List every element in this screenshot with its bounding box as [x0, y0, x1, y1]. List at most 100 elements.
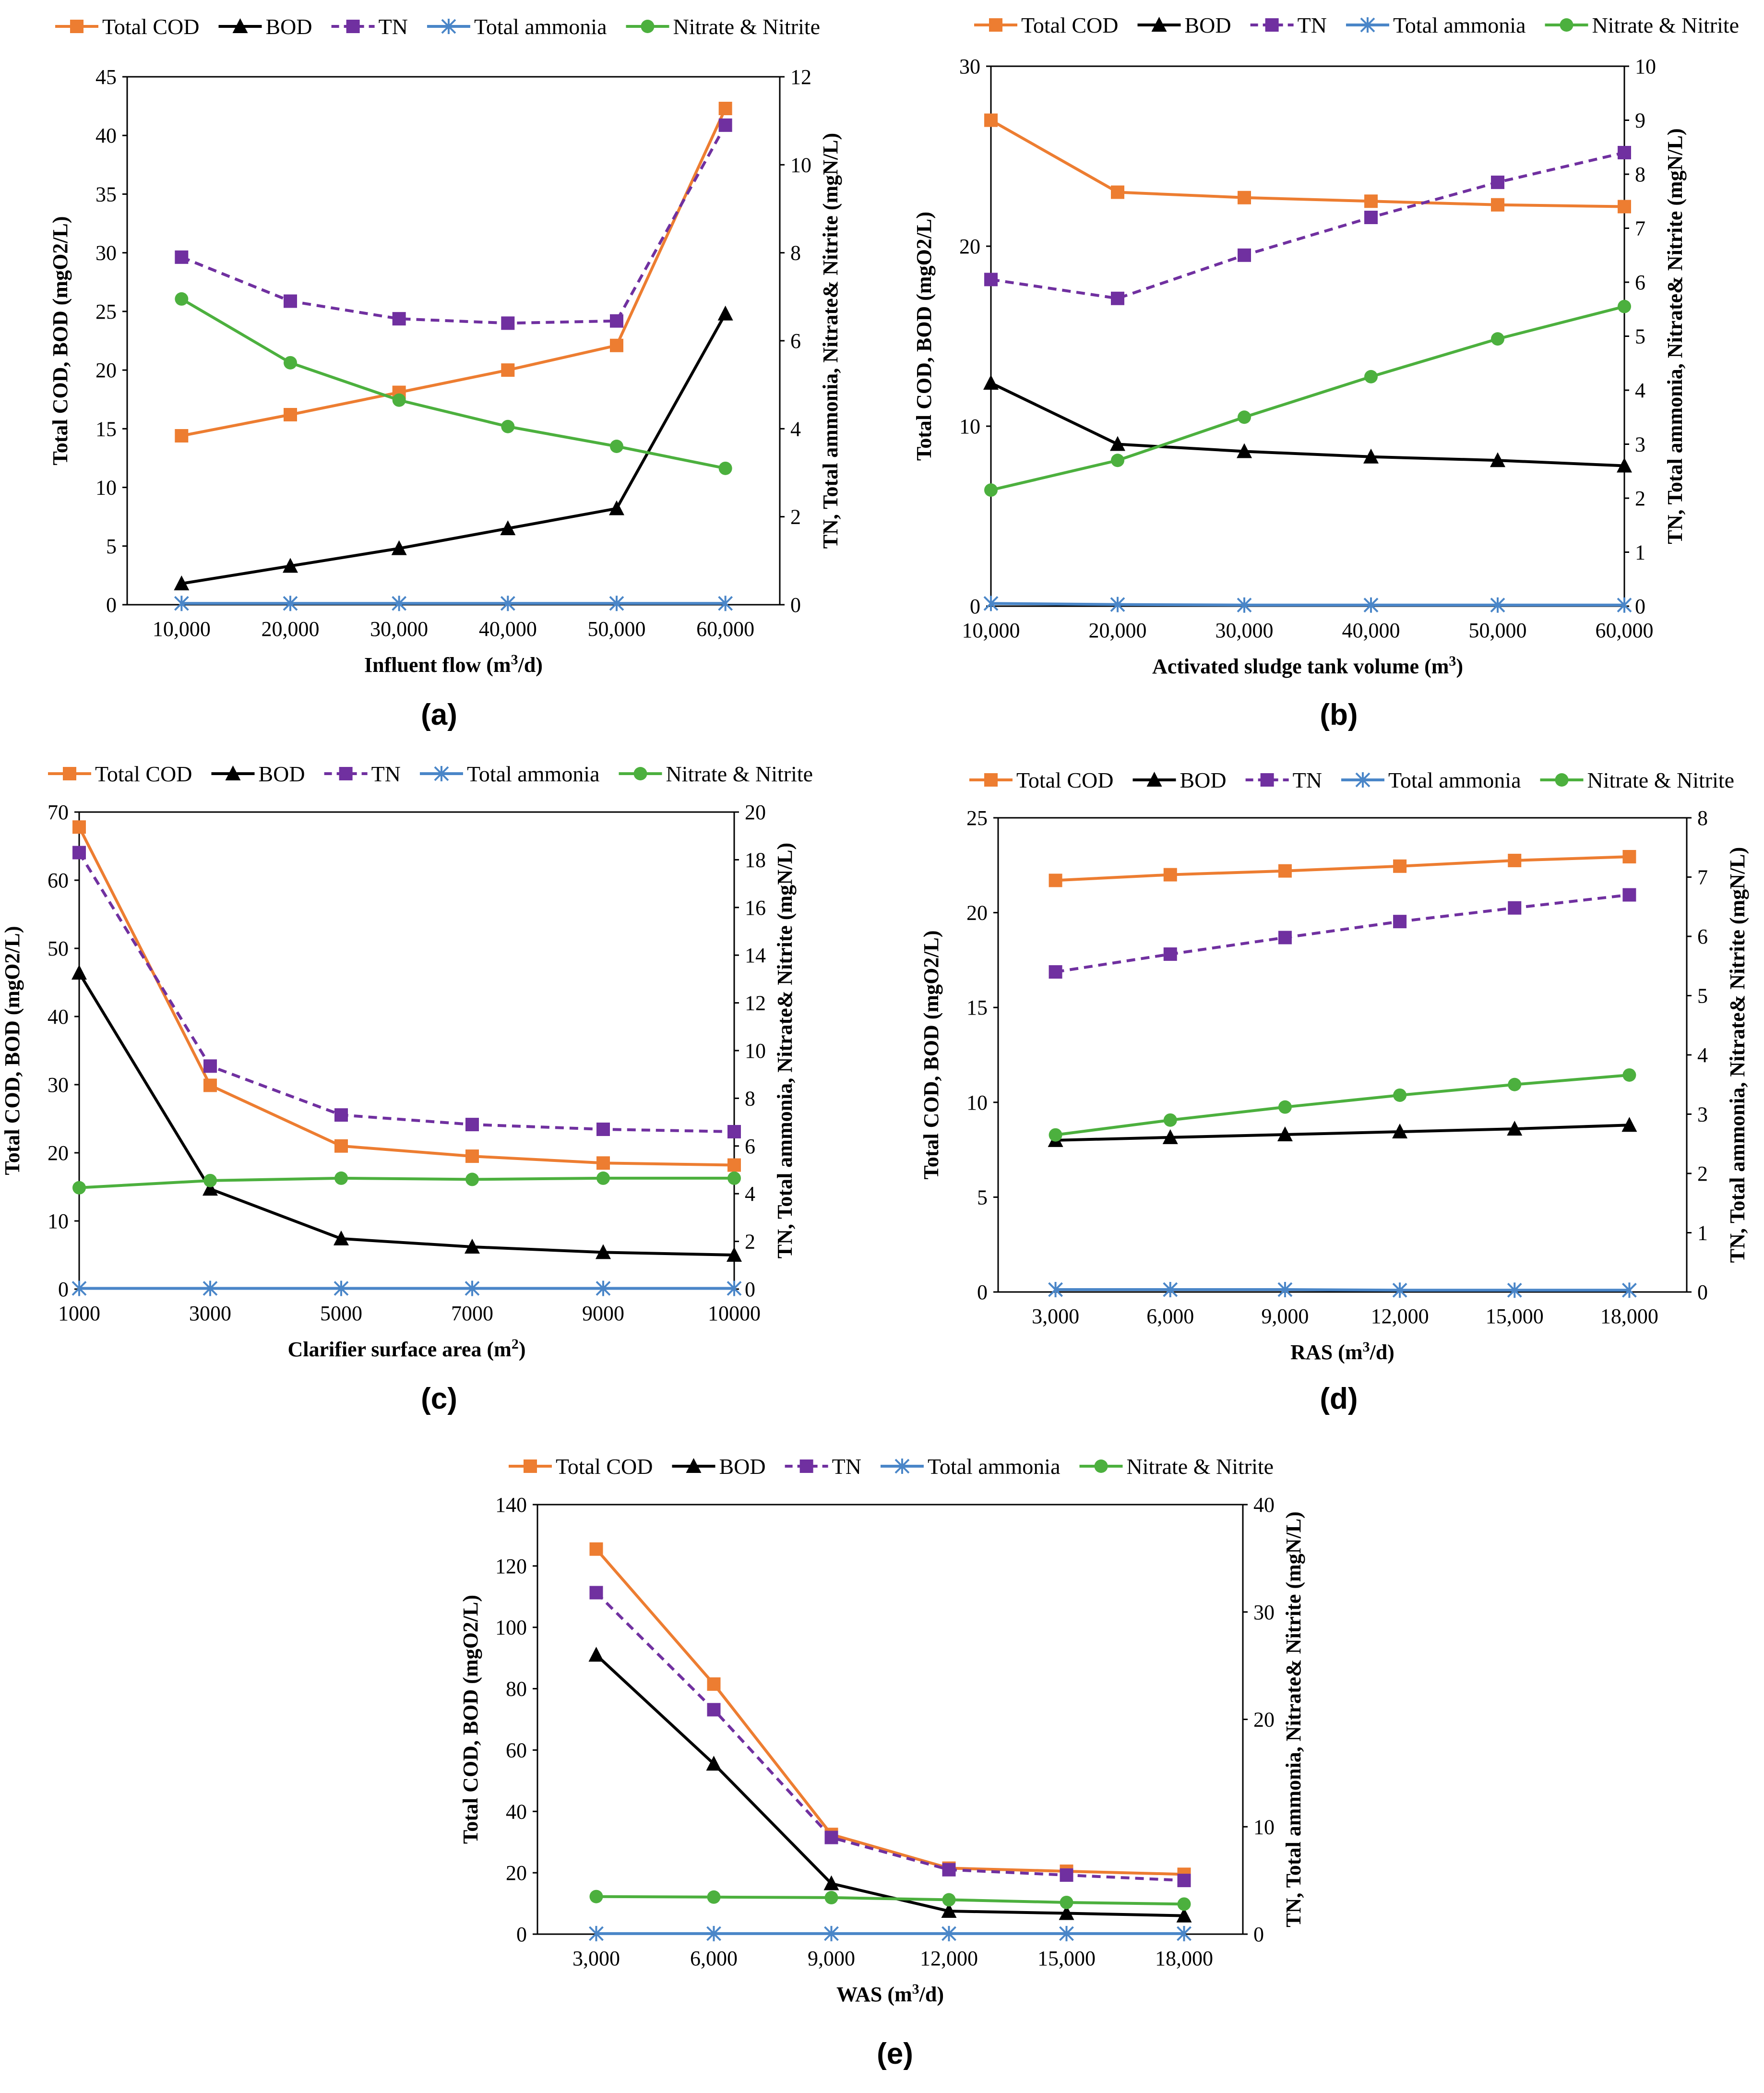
data-point-amm [72, 1280, 87, 1296]
series-line-tn [990, 151, 1625, 300]
data-point-nit [707, 1890, 721, 1904]
data-point-cod [1238, 191, 1251, 204]
x-tick-label: 12,000 [920, 1947, 978, 1970]
data-point-nit [1111, 454, 1124, 467]
series-line-nit [79, 1176, 734, 1189]
y2-axis-title: TN, Total ammonia, Nitrate& Nitrite (mgN… [1663, 128, 1687, 544]
legend: Total COD BOD TN Total ammonia Nitrate & Nit… [974, 13, 1739, 37]
data-point-bod [1490, 452, 1505, 467]
data-point-cod [1508, 853, 1522, 867]
legend: Total COD BOD TN Total ammonia Nitrate & Nit… [509, 1454, 1274, 1479]
series-bod [983, 375, 1632, 473]
series-bod [588, 1647, 1192, 1923]
data-point-nit [596, 1171, 610, 1185]
y2-axis-title: TN, Total ammonia, Nitrate& Nitrite (mgN… [819, 133, 842, 549]
data-point-amm [1490, 597, 1505, 613]
y-tick-label: 25 [966, 806, 988, 830]
data-point-bod [706, 1756, 722, 1771]
legend-marker-nit [641, 20, 655, 33]
chart-panel-a: 0 5 10 15 20 25 30 35 40 45 0 2 4 6 8 10 12 10,000 20,000 3… [48, 14, 842, 731]
data-point-tn [334, 1108, 348, 1122]
data-point-nit [465, 1172, 479, 1186]
legend-marker-bod [232, 18, 248, 33]
legend-marker-nit [1094, 1459, 1108, 1473]
y-tick-label: 140 [495, 1493, 527, 1517]
data-point-amm [1048, 1282, 1063, 1298]
data-point-nit [1238, 410, 1251, 424]
data-point-amm [1617, 597, 1632, 613]
data-point-bod [72, 965, 87, 980]
y2-tick-label: 10 [1253, 1815, 1275, 1839]
y2-tick-label: 5 [1697, 984, 1708, 1008]
legend-marker-tn [799, 1459, 813, 1473]
y2-tick-label: 9 [1635, 109, 1645, 132]
y-tick-label: 10 [966, 1091, 988, 1114]
data-point-cod [465, 1149, 479, 1163]
x-tick-label: 6,000 [690, 1947, 738, 1970]
legend-marker-cod [984, 773, 998, 787]
legend-marker-tn [1265, 18, 1279, 32]
data-point-bod [823, 1875, 839, 1890]
series-line-bod [990, 382, 1625, 467]
data-point-amm [824, 1926, 839, 1941]
data-point-tn [175, 250, 189, 264]
data-point-bod [334, 1230, 349, 1245]
legend-label-tn: TN [371, 762, 401, 786]
data-point-nit [727, 1171, 741, 1185]
x-tick-label: 9000 [582, 1302, 624, 1325]
data-point-tn [1238, 248, 1251, 262]
series-cod [72, 820, 741, 1172]
series-nit [984, 299, 1631, 497]
y2-tick-label: 3 [1635, 433, 1645, 456]
data-point-amm [983, 596, 999, 611]
data-point-tn [1364, 211, 1378, 224]
y-tick-label: 10 [48, 1209, 69, 1233]
data-point-tn [392, 312, 406, 326]
data-point-tn [1618, 146, 1631, 159]
data-point-amm [1110, 597, 1125, 612]
legend-marker-bod [225, 765, 241, 780]
legend-marker-cod [63, 767, 76, 780]
series-bod [174, 305, 733, 590]
data-point-cod [984, 113, 998, 127]
data-point-cod [203, 1078, 217, 1092]
y2-tick-label: 12 [790, 65, 811, 89]
y2-tick-label: 20 [1253, 1708, 1275, 1732]
y2-tick-label: 8 [1635, 163, 1645, 186]
x-tick-label: 40,000 [1342, 619, 1400, 642]
data-point-cod [1278, 864, 1292, 878]
y-axis-title: Total COD, BOD (mgO2/L) [919, 930, 943, 1179]
data-point-cod [1049, 873, 1062, 887]
legend-label-cod: Total COD [1016, 768, 1114, 792]
x-axis-title-tail: /d) [518, 653, 543, 677]
x-tick-label: 20,000 [262, 617, 320, 641]
legend: Total COD BOD TN Total ammonia Nitrate & Nit… [55, 14, 820, 39]
y-tick-label: 70 [48, 801, 69, 824]
legend-item-amm: Total ammonia [1341, 768, 1521, 792]
x-tick-label: 15,000 [1486, 1304, 1544, 1328]
data-point-bod [1059, 1905, 1074, 1920]
data-point-tn [72, 846, 86, 860]
legend-label-bod: BOD [719, 1454, 766, 1479]
x-tick-label: 60,000 [696, 617, 754, 641]
data-point-cod [284, 408, 297, 421]
x-tick-label: 30,000 [370, 617, 428, 641]
legend-item-bod: BOD [1132, 768, 1227, 792]
legend-item-nit: Nitrate & Nitrite [626, 14, 820, 39]
y2-tick-label: 3 [1697, 1103, 1708, 1126]
y-tick-label: 80 [506, 1677, 527, 1701]
y2-tick-label: 6 [790, 329, 801, 353]
y-tick-label: 40 [95, 124, 117, 147]
data-point-cod [718, 102, 732, 115]
legend-item-bod: BOD [211, 762, 305, 786]
data-point-cod [1393, 859, 1407, 873]
series-line-nit [596, 1895, 1184, 1906]
data-point-cod [707, 1677, 721, 1691]
y2-tick-label: 7 [1697, 866, 1708, 889]
x-axis-title-main: RAS (m [1290, 1340, 1362, 1364]
y2-tick-label: 4 [1635, 379, 1645, 402]
panel-label: (d) [1320, 1382, 1358, 1415]
data-point-nit [942, 1893, 956, 1907]
series-line-cod [181, 108, 727, 437]
y-tick-label: 10 [95, 476, 117, 500]
